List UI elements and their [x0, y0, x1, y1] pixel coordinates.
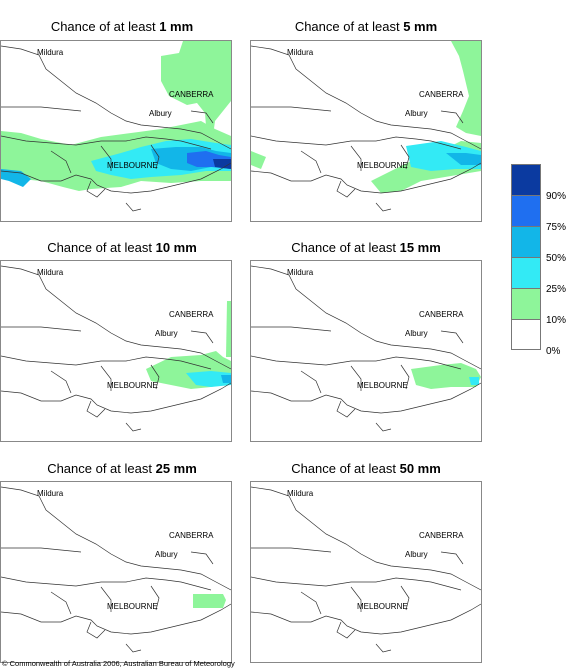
city-melbourne: MELBOURNE [107, 161, 158, 170]
city-mildura: Mildura [37, 48, 64, 57]
city-albury: Albury [149, 109, 172, 118]
city-canberra: CANBERRA [169, 310, 214, 319]
panel-title-5mm: Chance of at least 5 mm [294, 19, 438, 34]
legend-swatch [511, 164, 541, 195]
city-melbourne: MELBOURNE [357, 602, 408, 611]
city-melbourne: MELBOURNE [107, 381, 158, 390]
panel-title-50mm: Chance of at least 50 mm [291, 461, 441, 476]
legend-label: 25% [546, 284, 567, 295]
city-canberra: CANBERRA [419, 531, 464, 540]
panel-title-25mm: Chance of at least 25 mm [47, 461, 197, 476]
borders [1, 45, 231, 212]
legend-label: 0% [546, 346, 561, 357]
city-mildura: Mildura [287, 489, 314, 498]
legend-swatch [511, 257, 541, 288]
panel-title-10mm: Chance of at least 10 mm [47, 240, 197, 255]
legend-swatch [511, 226, 541, 257]
city-albury: Albury [405, 329, 428, 338]
panel-title-15mm: Chance of at least 15 mm [291, 240, 441, 255]
legend-label: 10% [546, 315, 567, 326]
map-25mm: Mildura CANBERRA Albury MELBOURNE [0, 481, 232, 663]
legend-swatch [511, 319, 541, 350]
city-melbourne: MELBOURNE [357, 161, 408, 170]
city-melbourne: MELBOURNE [107, 602, 158, 611]
city-albury: Albury [155, 329, 178, 338]
panel-title-1mm: Chance of at least 1 mm [50, 19, 194, 34]
city-mildura: Mildura [287, 268, 314, 277]
rain-shading [1, 41, 231, 191]
city-mildura: Mildura [37, 489, 64, 498]
city-canberra: CANBERRA [169, 531, 214, 540]
city-melbourne: MELBOURNE [357, 381, 408, 390]
legend-swatch [511, 195, 541, 226]
probability-legend: 90% 75% 50% 25% 10% 0% [511, 164, 566, 357]
map-10mm: Mildura CANBERRA Albury MELBOURNE [0, 260, 232, 442]
city-canberra: CANBERRA [419, 90, 464, 99]
map-5mm: Mildura CANBERRA Albury MELBOURNE [250, 40, 482, 222]
city-albury: Albury [405, 550, 428, 559]
city-canberra: CANBERRA [169, 90, 214, 99]
legend-swatch [511, 288, 541, 319]
map-1mm: Mildura CANBERRA Albury MELBOURNE [0, 40, 232, 222]
legend-label: 90% [546, 191, 567, 202]
copyright-footer: © Commonwealth of Australia 2006, Austra… [2, 659, 235, 668]
city-albury: Albury [155, 550, 178, 559]
city-albury: Albury [405, 109, 428, 118]
city-mildura: Mildura [37, 268, 64, 277]
map-50mm: Mildura CANBERRA Albury MELBOURNE [250, 481, 482, 663]
legend-label: 50% [546, 253, 567, 264]
map-15mm: Mildura CANBERRA Albury MELBOURNE [250, 260, 482, 442]
legend-label: 75% [546, 222, 567, 233]
city-canberra: CANBERRA [419, 310, 464, 319]
city-mildura: Mildura [287, 48, 314, 57]
